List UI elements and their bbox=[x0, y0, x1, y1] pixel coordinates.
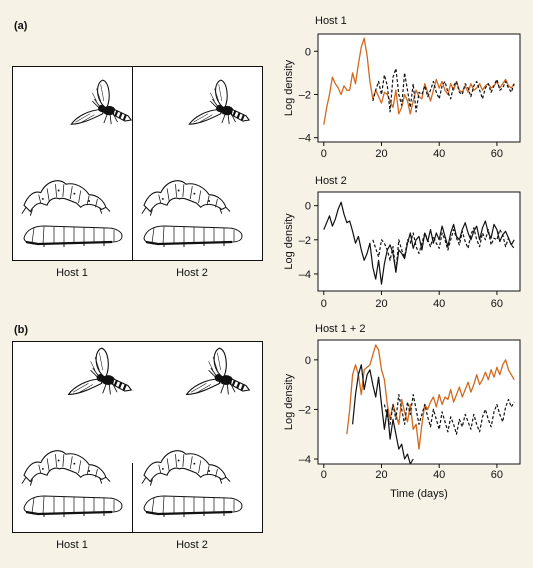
chart-host12: Host 1 + 2 Log density 0 20 40 60 0 –2 –4 Time (d… bbox=[283, 323, 521, 500]
plot-area-host1 bbox=[317, 33, 521, 143]
series-line-solid-black bbox=[323, 201, 515, 285]
y-tick-label: 0 bbox=[305, 355, 311, 367]
cage-b-partial-divider bbox=[132, 463, 133, 533]
plot-area-host2 bbox=[317, 191, 521, 292]
y-tick-label: –4 bbox=[299, 454, 311, 466]
chart-title: Host 1 bbox=[315, 15, 347, 27]
plot-area-host12 bbox=[317, 339, 521, 465]
series-line-dashed-black bbox=[383, 394, 515, 435]
y-tick-label: –2 bbox=[299, 235, 311, 247]
chart-host1: Host 1 Log density 0 20 40 60 0 –2 –4 bbox=[283, 15, 521, 160]
y-tick-label: –2 bbox=[299, 89, 311, 101]
y-tick-label: –4 bbox=[299, 133, 311, 145]
cage-b-host1-label: Host 1 bbox=[56, 539, 88, 551]
x-tick-label: 60 bbox=[491, 469, 503, 481]
series-line-solid-black bbox=[352, 364, 414, 465]
x-axis-label: Time (days) bbox=[390, 488, 448, 500]
cage-b-host2-label: Host 2 bbox=[176, 539, 208, 551]
cage-a-host2-label: Host 2 bbox=[176, 267, 208, 279]
panel-label-b: (b) bbox=[14, 324, 29, 336]
caterpillar-host-icon bbox=[21, 180, 111, 217]
x-tick-label: 20 bbox=[375, 469, 387, 481]
parasitoid-wasp-icon bbox=[67, 347, 133, 396]
series-line-dashed-black bbox=[372, 227, 515, 273]
cage-a-divider bbox=[132, 66, 133, 261]
grub-host-icon bbox=[142, 224, 244, 249]
x-tick-label: 60 bbox=[491, 148, 503, 160]
series-line-solid-orange bbox=[346, 344, 515, 450]
x-tick-label: 40 bbox=[433, 148, 445, 160]
parasitoid-wasp-icon bbox=[70, 79, 133, 126]
chart-title: Host 2 bbox=[315, 175, 347, 187]
panel-label-a: (a) bbox=[14, 20, 28, 32]
y-tick-label: –2 bbox=[299, 404, 311, 416]
x-tick-label: 40 bbox=[433, 469, 445, 481]
y-tick-label: 0 bbox=[305, 201, 311, 213]
x-tick-label: 40 bbox=[433, 298, 445, 310]
x-tick-label: 0 bbox=[321, 469, 327, 481]
chart-host2: Host 2 Log density 0 20 40 60 0 –2 –4 bbox=[283, 175, 521, 310]
grub-host-icon bbox=[142, 494, 244, 519]
series-line-dashed-black bbox=[372, 67, 515, 113]
series-line-solid-orange bbox=[323, 37, 515, 125]
x-tick-label: 20 bbox=[375, 298, 387, 310]
caterpillar-host-icon bbox=[141, 180, 231, 217]
chart-title: Host 1 + 2 bbox=[315, 323, 365, 335]
x-tick-label: 0 bbox=[321, 298, 327, 310]
y-axis-label: Log density bbox=[283, 213, 295, 270]
caterpillar-host-icon bbox=[141, 450, 231, 487]
parasitoid-wasp-icon bbox=[188, 79, 251, 126]
grub-host-icon bbox=[22, 224, 124, 249]
caterpillar-host-icon bbox=[21, 450, 111, 487]
y-tick-label: 0 bbox=[305, 46, 311, 58]
grub-host-icon bbox=[22, 494, 124, 519]
x-tick-label: 0 bbox=[321, 148, 327, 160]
y-axis-label: Log density bbox=[283, 373, 295, 430]
cage-a-host1-label: Host 1 bbox=[56, 267, 88, 279]
x-tick-label: 20 bbox=[375, 148, 387, 160]
x-tick-label: 60 bbox=[491, 298, 503, 310]
y-axis-label: Log density bbox=[283, 59, 295, 116]
y-tick-label: –4 bbox=[299, 269, 311, 281]
parasitoid-wasp-icon bbox=[185, 347, 251, 396]
charts-layer: Host 1 Log density 0 20 40 60 0 –2 –4 Host 2 Log d… bbox=[283, 15, 521, 500]
